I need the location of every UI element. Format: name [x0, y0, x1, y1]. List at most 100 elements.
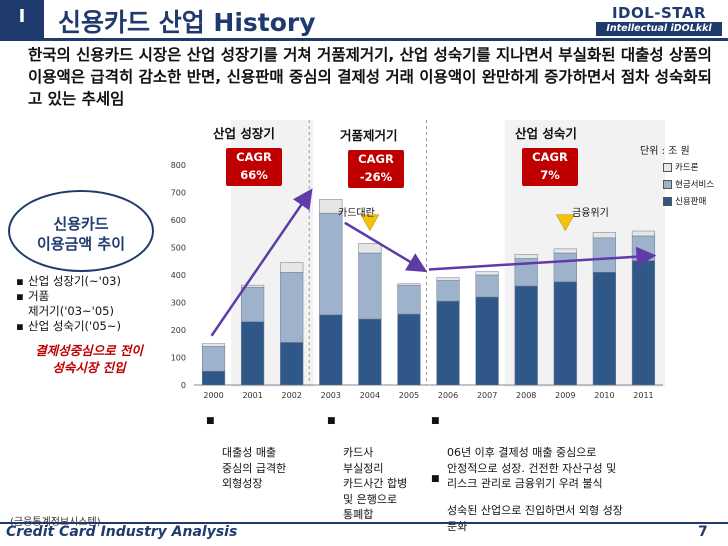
- description-mature-2: ■ 성숙된 산업으로 진입하면서 외형 성장 둔화: [431, 472, 697, 534]
- x-tick-label: 2007: [477, 391, 497, 400]
- bar-segment: [475, 274, 499, 298]
- y-tick-label: 200: [171, 326, 186, 335]
- summary-text: 한국의 신용카드 시장은 산업 성장기를 거쳐 거품제거기, 산업 성숙기를 지…: [28, 46, 712, 108]
- x-tick-label: 2004: [360, 391, 380, 400]
- cagr-box-growth: CAGR 66%: [226, 148, 282, 186]
- bar-segment: [319, 199, 343, 214]
- logo-main-text: IDOL-STAR: [611, 4, 707, 22]
- note-line2: 성숙시장 진입: [52, 360, 126, 375]
- description-text: 06년 이후 결제성 매출 중심으로 안정적으로 성장. 건전한 자산구성 및 …: [447, 446, 617, 490]
- bar-segment: [436, 277, 460, 281]
- legend-label: 신용판매: [675, 197, 707, 207]
- bullet-icon: ■: [431, 416, 440, 426]
- unit-label: 단위 : 조 원: [640, 146, 690, 157]
- bar-segment: [241, 284, 265, 288]
- cagr-box-mature: CAGR 7%: [522, 148, 578, 186]
- logo: IDOL-STAR Intellectual iDOLkkl: [596, 4, 722, 36]
- marker-card-crisis: [360, 214, 380, 232]
- cagr-title: CAGR: [358, 152, 394, 166]
- bar-segment: [358, 243, 382, 254]
- page-title: 신용카드 산업 History: [58, 8, 316, 37]
- annotation-financial-crisis: 금융위기: [572, 208, 609, 219]
- bar-segment: [358, 318, 382, 386]
- note-line1: 결제성중심으로 전이: [35, 343, 143, 358]
- bar-segment: [358, 252, 382, 320]
- bar-segment: [201, 343, 226, 347]
- legend-swatch: [663, 180, 672, 189]
- legend-item: 카드론: [663, 160, 714, 177]
- x-tick-label: 2011: [633, 391, 653, 400]
- footer-title: Credit Card Industry Analysis: [6, 524, 238, 540]
- bar-segment: [397, 313, 421, 386]
- legend-swatch: [663, 197, 672, 206]
- phase-bullet-list: 산업 성장기(~'03) 거품 제거기('03~'05) 산업 성숙기('05~…: [16, 274, 166, 334]
- legend-label: 카드론: [675, 163, 699, 173]
- x-tick-label: 2002: [282, 391, 302, 400]
- left-panel-title: 신용카드 이용금액 추이: [20, 214, 142, 254]
- bar-segment: [280, 262, 304, 273]
- left-title-line1: 신용카드: [53, 215, 109, 233]
- x-tick-label: 2006: [438, 391, 458, 400]
- bar-segment: [553, 248, 577, 254]
- y-tick-label: 800: [171, 161, 186, 170]
- bullet-icon: ■: [327, 416, 336, 426]
- cagr-value: 66%: [240, 168, 268, 182]
- trend-arrow-growth: [210, 188, 313, 337]
- bar-segment: [201, 346, 226, 372]
- x-tick-label: 2009: [555, 391, 575, 400]
- legend-label: 현금서비스: [675, 180, 715, 190]
- footer-divider: [0, 522, 728, 524]
- chart-legend: 카드론 현금서비스 신용판매: [663, 160, 714, 211]
- logo-sub-text: Intellectual iDOLkkl: [596, 22, 722, 36]
- bar-segment: [436, 280, 460, 302]
- chart-area: 0 100 200 300 400 500 600 700 800 2000 2001 2002 200…: [158, 120, 718, 400]
- y-tick-label: 300: [171, 299, 186, 308]
- trend-arrow-mature: [428, 246, 657, 271]
- bar-segment: [553, 281, 577, 386]
- highlight-note: 결제성중심으로 전이 성숙시장 진입: [24, 342, 154, 376]
- description-mature: ■ 06년 이후 결제성 매출 중심으로 안정적으로 성장. 건전한 자산구성 …: [431, 414, 697, 492]
- bar-segment: [436, 300, 460, 386]
- bar-segment: [397, 284, 421, 315]
- bar-segment: [280, 272, 304, 343]
- phase-label-mature: 산업 성숙기: [515, 126, 577, 141]
- title-oval: [8, 190, 154, 272]
- description-text: 대출성 매출 중심의 급격한 외형성장: [222, 446, 287, 490]
- description-text: 성숙된 산업으로 진입하면서 외형 성장 둔화: [447, 504, 623, 533]
- bar-segment: [592, 237, 616, 273]
- x-tick-label: 2001: [242, 391, 262, 400]
- cagr-title: CAGR: [532, 150, 568, 164]
- bar-segment: [475, 271, 499, 276]
- bullet-icon: ■: [431, 474, 440, 484]
- cagr-value: -26%: [359, 170, 393, 184]
- cagr-box-bubble: CAGR -26%: [348, 150, 404, 188]
- bar-segment: [514, 254, 538, 259]
- bar-segment: [241, 287, 265, 322]
- left-title-line2: 이용금액 추이: [36, 235, 126, 253]
- y-tick-label: 600: [171, 216, 186, 225]
- bullet-item: 산업 성숙기('05~): [16, 319, 166, 334]
- x-tick-label: 2003: [321, 391, 341, 400]
- bar-segment: [280, 342, 304, 386]
- description-bubble: ■ 카드사 부실정리 카드사간 합병 및 은행으로 통폐합: [327, 414, 423, 523]
- cagr-title: CAGR: [236, 150, 272, 164]
- section-number: I: [0, 0, 44, 38]
- bullet-item: 산업 성장기(~'03): [16, 274, 166, 289]
- description-growth: ■ 대출성 매출 중심의 급격한 외형성장: [206, 414, 314, 492]
- legend-swatch: [663, 163, 672, 172]
- bullet-item: 거품 제거기('03~'05): [16, 289, 166, 319]
- bar-segment: [241, 321, 265, 386]
- bar-segment: [514, 285, 538, 386]
- legend-item: 신용판매: [663, 194, 714, 211]
- y-tick-label: 700: [171, 189, 186, 198]
- bar-segment: [201, 371, 226, 386]
- x-tick-label: 2010: [594, 391, 614, 400]
- trend-arrow-bubble: [344, 221, 428, 273]
- x-tick-label: 2008: [516, 391, 536, 400]
- phase-label-bubble: 거품제거기: [340, 128, 398, 143]
- x-tick-label: 2000: [203, 391, 223, 400]
- header-divider: [0, 38, 728, 41]
- y-tick-label: 400: [171, 271, 186, 280]
- y-tick-label: 500: [171, 244, 186, 253]
- description-text: 카드사 부실정리 카드사간 합병 및 은행으로 통폐합: [343, 446, 408, 521]
